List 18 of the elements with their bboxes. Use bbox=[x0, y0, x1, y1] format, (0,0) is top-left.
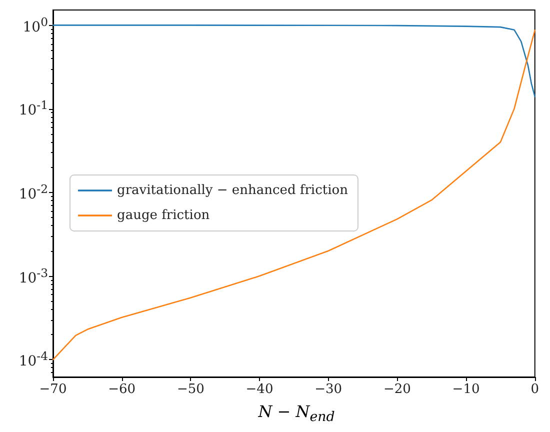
y-tick-label: 10$^{-1}$ bbox=[18, 97, 48, 120]
legend-label: gauge friction bbox=[117, 208, 210, 223]
x-tick-label: 0 bbox=[530, 382, 540, 397]
line-series bbox=[52, 24, 536, 98]
y-tick-label: 10$^{0}$ bbox=[22, 14, 48, 36]
y-tick-label: 10$^{-4}$ bbox=[18, 348, 48, 371]
x-tick-label: −10 bbox=[452, 382, 480, 397]
x-tick-label: −40 bbox=[246, 382, 274, 397]
y-tick-label: 10$^{-2}$ bbox=[18, 180, 48, 204]
y-tick-label: 10$^{-3}$ bbox=[18, 264, 48, 288]
x-tick-label: −20 bbox=[383, 382, 411, 397]
x-axis-title: N − N$_{end}$ bbox=[257, 402, 336, 428]
line-series bbox=[52, 30, 536, 360]
legend-label: gravitationally − enhanced friction bbox=[117, 183, 349, 198]
x-tick-label: −30 bbox=[314, 382, 342, 397]
x-tick-label: −70 bbox=[39, 382, 67, 397]
x-tick-label: −50 bbox=[176, 382, 204, 397]
x-tick-label: −60 bbox=[108, 382, 136, 397]
